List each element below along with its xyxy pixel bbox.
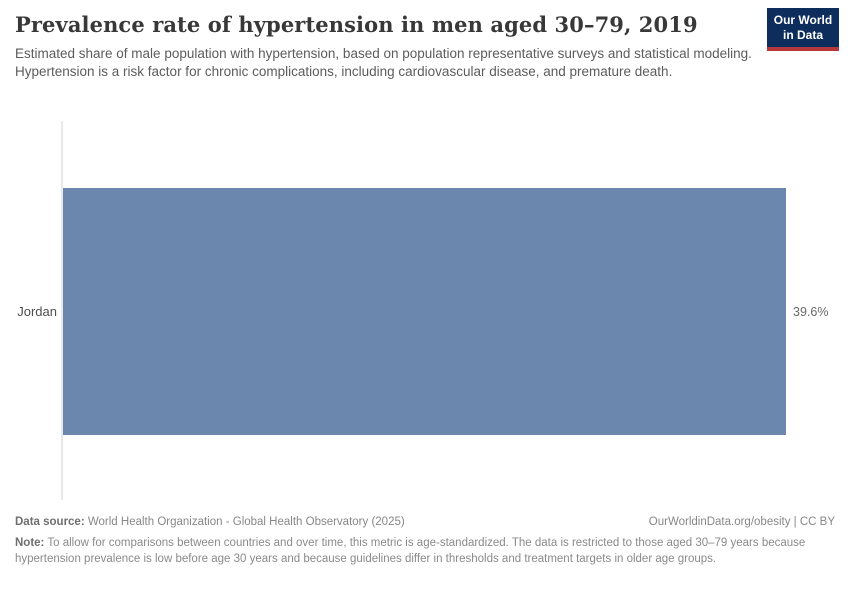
note-text: Note: To allow for comparisons between c… xyxy=(15,535,835,567)
owid-logo-line1: Our World xyxy=(773,12,833,27)
data-source-text: Data source: World Health Organization -… xyxy=(15,516,405,528)
bar-track xyxy=(63,188,786,435)
license-link[interactable]: OurWorldinData.org/obesity | CC BY xyxy=(648,516,835,528)
note-label: Note: xyxy=(15,537,45,549)
note-value: To allow for comparisons between countri… xyxy=(15,537,806,566)
chart-title: Prevalence rate of hypertension in men a… xyxy=(15,12,698,37)
y-axis-line xyxy=(61,121,63,500)
source-row: Data source: World Health Organization -… xyxy=(15,516,835,528)
owid-logo-box: Our World in Data xyxy=(767,8,839,47)
data-source-label: Data source: xyxy=(15,516,85,528)
owid-logo-line2: in Data xyxy=(782,27,823,42)
value-label-jordan: 39.6% xyxy=(793,304,829,319)
data-source-value: World Health Organization - Global Healt… xyxy=(84,516,405,528)
chart-plot-area: Jordan 39.6% xyxy=(0,121,850,500)
owid-logo[interactable]: Our World in Data xyxy=(767,8,839,51)
bar-jordan[interactable] xyxy=(63,188,786,435)
chart-header: Prevalence rate of hypertension in men a… xyxy=(0,0,850,81)
owid-logo-red-strip xyxy=(767,47,839,51)
entity-label-jordan: Jordan xyxy=(17,304,57,319)
chart-subtitle: Estimated share of male population with … xyxy=(15,46,752,80)
chart-footer: Data source: World Health Organization -… xyxy=(15,516,835,567)
